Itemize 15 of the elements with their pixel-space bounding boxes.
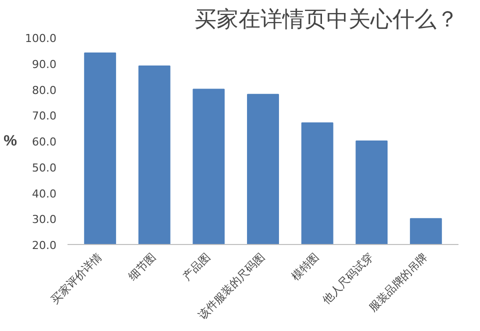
y-tick-label: 100.0 [25,32,57,45]
y-tick-label: 40.0 [32,187,57,200]
x-tick-label: 模特图 [290,251,322,284]
y-tick-label: 50.0 [32,161,57,174]
y-tick-label: 30.0 [32,213,57,226]
chart-title: 买家在详情页中关心什么？ [194,8,458,32]
y-axis-title: % [4,132,18,150]
y-tick-label: 90.0 [32,58,57,71]
x-tick-label: 产品图 [180,250,213,284]
y-tick-label: 60.0 [32,136,57,148]
y-tick-label: 70.0 [32,110,57,123]
y-tick-label: 20.0 [32,239,57,252]
x-tick-label: 细节图 [126,250,159,284]
y-tick-label: 80.0 [32,84,57,97]
x-tick-label: 买家评价详情 [48,250,104,306]
